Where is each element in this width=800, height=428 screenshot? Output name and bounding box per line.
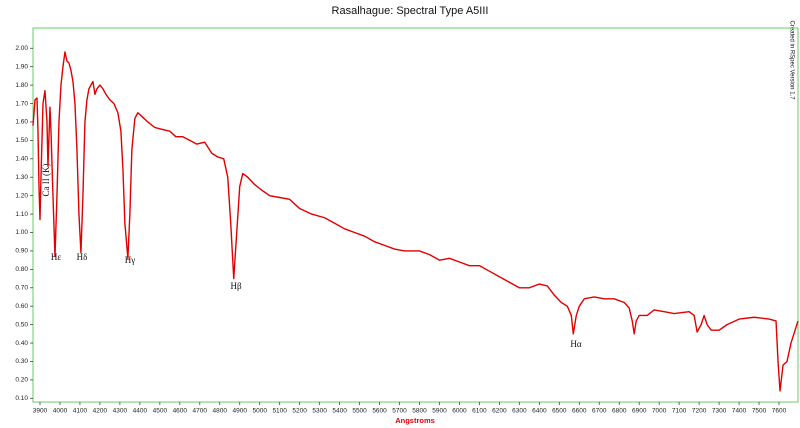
x-tick-label: 6800 (612, 408, 627, 415)
credit-note: Created in RSpec Version 1.7 (788, 20, 794, 100)
x-tick-label: 4600 (173, 408, 188, 415)
y-tick-label: 0.50 (15, 321, 28, 328)
annotation: Ca II (K) (41, 164, 51, 197)
x-tick-label: 4100 (73, 408, 88, 415)
y-tick-label: 0.30 (15, 358, 28, 365)
annotation: Hα (570, 339, 581, 349)
x-tick-label: 6400 (532, 408, 547, 415)
x-tick-label: 4700 (193, 408, 208, 415)
annotation: Hβ (230, 281, 241, 291)
y-tick-label: 1.90 (15, 63, 28, 70)
x-tick-label: 5100 (272, 408, 287, 415)
y-tick-label: 1.40 (15, 156, 28, 163)
x-tick-label: 5700 (392, 408, 407, 415)
y-tick-label: 1.70 (15, 100, 28, 107)
x-tick-label: 3900 (33, 408, 48, 415)
x-tick-label: 6200 (492, 408, 507, 415)
annotation: Hε (51, 252, 61, 262)
x-tick-label: 5000 (252, 408, 267, 415)
y-tick-label: 1.00 (15, 229, 28, 236)
x-tick-label: 4300 (113, 408, 128, 415)
x-tick-label: 4200 (93, 408, 108, 415)
y-tick-label: 0.80 (15, 266, 28, 273)
x-tick-label: 7600 (772, 408, 787, 415)
y-tick-label: 1.60 (15, 119, 28, 126)
y-tick-label: 0.70 (15, 284, 28, 291)
y-tick-label: 1.20 (15, 192, 28, 199)
x-tick-label: 7200 (692, 408, 707, 415)
y-tick-label: 1.30 (15, 174, 28, 181)
y-tick-label: 1.80 (15, 82, 28, 89)
x-tick-label: 4500 (153, 408, 168, 415)
x-tick-label: 4900 (232, 408, 247, 415)
x-tick-label: 6100 (472, 408, 487, 415)
x-tick-label: 6500 (552, 408, 567, 415)
x-tick-label: 6900 (632, 408, 647, 415)
x-tick-label: 5400 (332, 408, 347, 415)
y-tick-label: 0.90 (15, 248, 28, 255)
x-tick-label: 5600 (372, 408, 387, 415)
x-tick-label: 7000 (652, 408, 667, 415)
y-tick-label: 0.40 (15, 340, 28, 347)
x-tick-label: 7500 (752, 408, 767, 415)
y-tick-label: 2.00 (15, 45, 28, 52)
x-tick-label: 6700 (592, 408, 607, 415)
x-tick-label: 7300 (712, 408, 727, 415)
x-tick-label: 5800 (412, 408, 427, 415)
y-tick-label: 0.60 (15, 303, 28, 310)
x-tick-label: 7100 (672, 408, 687, 415)
x-tick-label: 6300 (512, 408, 527, 415)
annotation: Hδ (77, 252, 88, 262)
annotation: Hγ (125, 255, 135, 265)
x-tick-label: 5300 (312, 408, 327, 415)
x-tick-label: 5200 (292, 408, 307, 415)
y-tick-label: 1.50 (15, 137, 28, 144)
x-tick-label: 7400 (732, 408, 747, 415)
plot-frame (32, 27, 799, 403)
x-tick-label: 6600 (572, 408, 587, 415)
y-tick-label: 0.20 (15, 377, 28, 384)
x-tick-label: 4000 (53, 408, 68, 415)
x-axis-label: Angstroms (395, 416, 435, 425)
x-tick-label: 5900 (432, 408, 447, 415)
x-tick-label: 5500 (352, 408, 367, 415)
x-tick-label: 4400 (133, 408, 148, 415)
x-tick-label: 4800 (213, 408, 228, 415)
y-tick-label: 1.10 (15, 211, 28, 218)
spectrum-line (32, 51, 799, 392)
chart-title: Rasalhague: Spectral Type A5III (332, 5, 489, 17)
x-tick-label: 6000 (452, 408, 467, 415)
y-tick-label: 0.10 (15, 395, 28, 402)
